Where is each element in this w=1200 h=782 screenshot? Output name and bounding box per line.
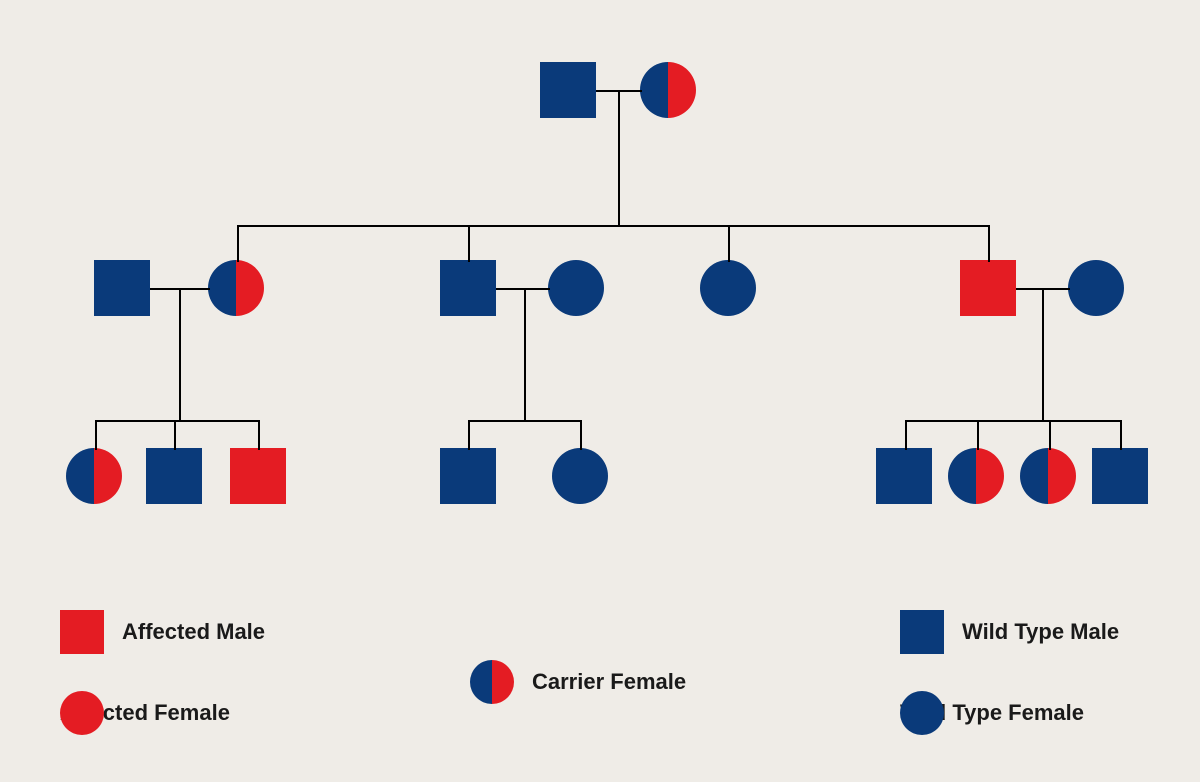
- connector-line: [237, 225, 990, 227]
- pedigree-node-g1-father: [540, 62, 596, 118]
- pedigree-node-g2-n6: [960, 260, 1016, 316]
- pedigree-node-g1-mother: [640, 62, 696, 118]
- connector-line: [580, 420, 582, 450]
- connector-line: [468, 420, 470, 450]
- legend-label-affected-male: Affected Male: [122, 619, 265, 645]
- legend-shape-wild-male: [900, 610, 944, 654]
- connector-line: [95, 420, 260, 422]
- pedigree-node-g2-n7: [1068, 260, 1124, 316]
- legend-shape-affected-male: [60, 610, 104, 654]
- pedigree-node-g3-n2: [146, 448, 202, 504]
- legend-label-wild-male: Wild Type Male: [962, 619, 1119, 645]
- pedigree-node-g3-n4: [440, 448, 496, 504]
- connector-line: [174, 420, 176, 450]
- legend-label-carrier-female: Carrier Female: [532, 669, 686, 695]
- connector-line: [258, 420, 260, 450]
- legend-shape-affected-female: [60, 691, 104, 735]
- pedigree-node-g3-n7: [948, 448, 1004, 504]
- connector-line: [179, 288, 181, 422]
- legend-affected-female: Affected Female: [60, 700, 230, 726]
- connector-line: [905, 420, 907, 450]
- pedigree-node-g2-n2: [208, 260, 264, 316]
- pedigree-diagram: Affected Male Affected Female Carrier Fema…: [0, 0, 1200, 782]
- connector-line: [237, 225, 239, 262]
- pedigree-node-g3-n6: [876, 448, 932, 504]
- connector-line: [1042, 288, 1044, 422]
- legend-wild-male: Wild Type Male: [900, 610, 1119, 654]
- pedigree-node-g2-n4: [548, 260, 604, 316]
- connector-line: [1049, 420, 1051, 450]
- pedigree-node-g3-n5: [552, 448, 608, 504]
- pedigree-node-g2-n1: [94, 260, 150, 316]
- connector-line: [468, 420, 582, 422]
- pedigree-node-g3-n8: [1020, 448, 1076, 504]
- pedigree-node-g3-n3: [230, 448, 286, 504]
- pedigree-node-g3-n1: [66, 448, 122, 504]
- connector-line: [977, 420, 979, 450]
- connector-line: [988, 225, 990, 262]
- connector-line: [618, 90, 620, 227]
- connector-line: [496, 288, 550, 290]
- connector-line: [1120, 420, 1122, 450]
- legend-affected-male: Affected Male: [60, 610, 265, 654]
- pedigree-node-g2-n3: [440, 260, 496, 316]
- legend-shape-wild-female: [900, 691, 944, 735]
- connector-line: [95, 420, 97, 450]
- pedigree-node-g2-n5: [700, 260, 756, 316]
- legend-wild-female: Wild Type Female: [900, 700, 1084, 726]
- connector-line: [468, 225, 470, 262]
- legend-carrier-female: Carrier Female: [470, 660, 686, 704]
- connector-line: [728, 225, 730, 262]
- pedigree-node-g3-n9: [1092, 448, 1148, 504]
- connector-line: [524, 288, 526, 422]
- connector-line: [905, 420, 1122, 422]
- legend-shape-carrier-female: [470, 660, 514, 704]
